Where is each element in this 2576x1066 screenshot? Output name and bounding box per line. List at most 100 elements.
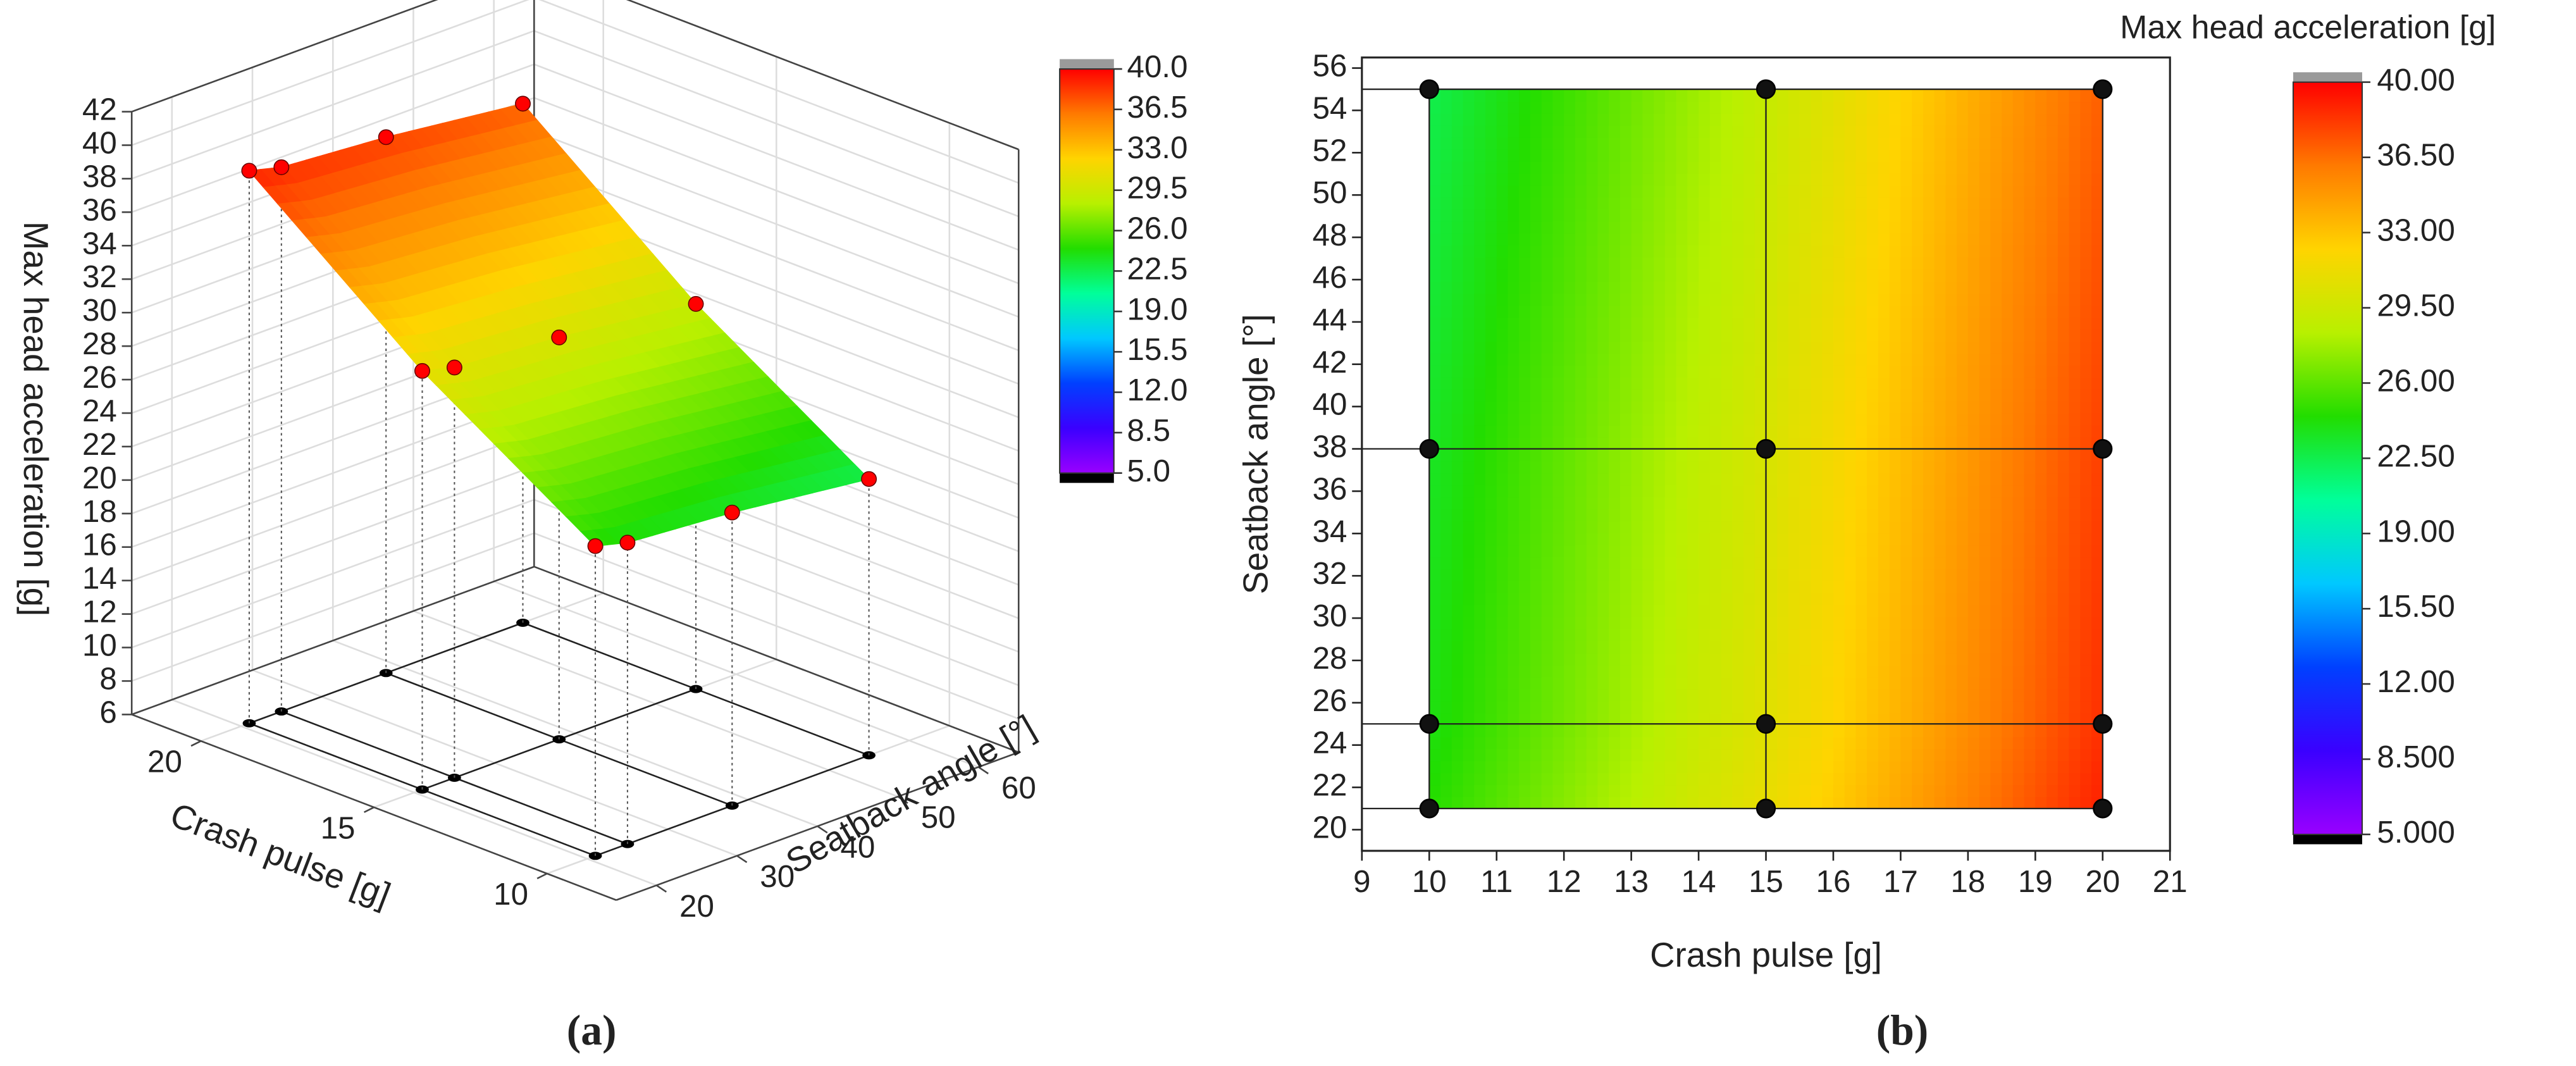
contour-cell: [2069, 712, 2081, 726]
y-tick: [817, 825, 828, 834]
contour-cell: [1799, 784, 1812, 798]
contour-cell: [1709, 269, 1722, 282]
contour-cell: [1979, 580, 1991, 593]
contour-cell: [1912, 305, 1924, 318]
contour-cell: [1541, 592, 1554, 605]
contour-cell: [1777, 317, 1790, 330]
contour-cell: [2012, 485, 2025, 498]
contour-cell: [1732, 269, 1745, 282]
contour-cell: [1967, 89, 1980, 102]
contour-cell: [1485, 664, 1497, 678]
contour-cell: [1664, 736, 1677, 750]
contour-cell: [1709, 388, 1722, 402]
contour-cell: [2057, 197, 2070, 210]
contour-cell: [2024, 185, 2036, 198]
contour-cell: [1440, 748, 1452, 762]
contour-cell: [1440, 712, 1452, 726]
contour-cell: [1519, 772, 1531, 786]
contour-cell: [1732, 173, 1745, 186]
contour-cell: [1575, 748, 1587, 762]
contour-cell: [1766, 305, 1778, 318]
contour-cell: [2024, 616, 2036, 629]
contour-cell: [1552, 125, 1565, 138]
contour-cell: [1822, 317, 1835, 330]
contour-cell: [1967, 209, 1980, 222]
contour-cell: [1586, 340, 1599, 354]
contour-cell: [1664, 209, 1677, 222]
contour-cell: [1440, 509, 1452, 522]
contour-cell: [1777, 233, 1790, 246]
contour-cell: [1687, 281, 1700, 294]
contour-cell: [1575, 437, 1587, 450]
contour-cell: [1699, 748, 1711, 762]
contour-cell: [1766, 197, 1778, 210]
contour-cell: [1923, 257, 1935, 270]
contour-cell: [1912, 748, 1924, 762]
contour-cell: [1496, 652, 1509, 666]
contour-cell: [1822, 437, 1835, 450]
contour-cell: [1552, 700, 1565, 714]
contour-cell: [1811, 293, 1823, 306]
data-point: [861, 471, 877, 487]
contour-cell: [1530, 796, 1542, 810]
contour-cell: [1979, 700, 1991, 714]
contour-cell: [1889, 700, 1902, 714]
contour-cell: [1676, 149, 1688, 162]
contour-cell: [1957, 245, 1969, 258]
contour-cell: [1912, 485, 1924, 498]
contour-cell: [1687, 676, 1700, 690]
contour-cell: [1957, 209, 1969, 222]
contour-cell: [1923, 497, 1935, 510]
contour-cell: [1496, 497, 1509, 510]
contour-cell: [1867, 664, 1879, 678]
contour-cell: [1979, 485, 1991, 498]
contour-cell: [1451, 113, 1464, 126]
contour-cell: [1508, 281, 1520, 294]
contour-cell: [2012, 101, 2025, 114]
axis-box: [533, 566, 1019, 753]
contour-cell: [2047, 473, 2059, 486]
contour-cell: [1811, 233, 1823, 246]
contour-cell: [1967, 340, 1980, 354]
contour-cell: [1451, 557, 1464, 570]
contour-cell: [1822, 628, 1835, 641]
contour-cell: [1519, 257, 1531, 270]
contour-cell: [1743, 425, 1756, 438]
contour-cell: [2002, 89, 2014, 102]
contour-cell: [1541, 652, 1554, 666]
contour-cell: [1642, 592, 1655, 605]
contour-cell: [1664, 616, 1677, 629]
contour-cell: [1957, 281, 1969, 294]
contour-cell: [1777, 149, 1790, 162]
contour-cell: [2091, 388, 2103, 402]
contour-cell: [1597, 616, 1610, 629]
contour-cell: [1642, 533, 1655, 546]
contour-cell: [1575, 449, 1587, 462]
contour-cell: [1754, 221, 1767, 234]
contour-cell: [1619, 412, 1632, 426]
contour-cell: [2057, 760, 2070, 774]
contour-cell: [1463, 652, 1475, 666]
contour-cell: [1754, 412, 1767, 426]
contour-cell: [1642, 101, 1655, 114]
contour-cell: [1664, 700, 1677, 714]
contour-cell: [1496, 664, 1509, 678]
contour-cell: [1923, 712, 1935, 726]
contour-cell: [1709, 760, 1722, 774]
contour-cell: [1833, 545, 1845, 558]
contour-cell: [1811, 364, 1823, 378]
contour-cell: [1654, 293, 1666, 306]
contour-cell: [1743, 533, 1756, 546]
contour-cell: [1889, 796, 1902, 810]
contour-cell: [1530, 437, 1542, 450]
contour-cell: [1541, 329, 1554, 342]
contour-cell: [1451, 545, 1464, 558]
contour-cell: [1766, 509, 1778, 522]
contour-cell: [1878, 772, 1890, 786]
contour-cell: [1766, 628, 1778, 641]
contour-cell: [1609, 652, 1621, 666]
contour-cell: [1575, 652, 1587, 666]
contour-cell: [1822, 796, 1835, 810]
contour-cell: [1463, 305, 1475, 318]
contour-cell: [1496, 376, 1509, 390]
